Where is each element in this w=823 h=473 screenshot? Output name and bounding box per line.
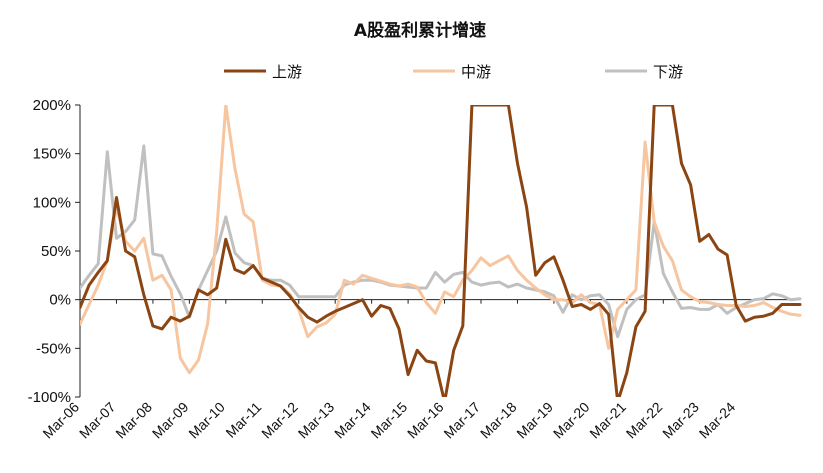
legend-label: 下游 [653, 63, 683, 81]
x-tick-label: Mar-07 [76, 399, 119, 442]
x-tick-label: Mar-13 [295, 399, 338, 442]
x-tick-label: Mar-08 [112, 399, 155, 442]
series-layer [80, 105, 802, 397]
y-axis: 200% 150% 100% 50% 0% -50% -100% [28, 97, 81, 406]
y-tick-label: 0% [49, 292, 71, 309]
x-tick-label: Mar-20 [550, 399, 593, 442]
x-tick-label: Mar-17 [440, 399, 483, 442]
y-tick-label: -50% [36, 340, 71, 357]
y-tick-label: 150% [33, 146, 71, 163]
x-tick-label: Mar-14 [331, 399, 374, 442]
chart-title: A股盈利累计增速 [354, 20, 486, 41]
x-tick-label: Mar-19 [513, 399, 556, 442]
x-tick-label: Mar-09 [149, 399, 192, 442]
x-tick-label: Mar-15 [368, 399, 411, 442]
series-line-下游 [80, 144, 802, 339]
x-tick-label: Mar-18 [477, 399, 520, 442]
legend-label: 上游 [272, 63, 302, 81]
y-tick-label: 100% [33, 194, 71, 211]
series-line-上游 [80, 105, 802, 397]
x-axis: Mar-06Mar-07Mar-08Mar-09Mar-10Mar-11Mar-… [39, 299, 800, 442]
y-tick-label: -100% [28, 389, 71, 406]
legend: 上游 中游 下游 [224, 63, 683, 81]
y-tick-label: 50% [41, 243, 71, 260]
x-tick-label: Mar-11 [222, 399, 264, 441]
x-tick-label: Mar-10 [185, 399, 228, 442]
legend-label: 中游 [461, 63, 491, 81]
x-tick-label: Mar-23 [659, 399, 702, 442]
x-tick-label: Mar-22 [623, 399, 666, 442]
series-line-中游 [80, 105, 802, 375]
x-tick-label: Mar-16 [404, 399, 447, 442]
x-tick-label: Mar-12 [258, 399, 301, 442]
x-tick-label: Mar-21 [586, 399, 629, 442]
y-tick-label: 200% [33, 97, 71, 114]
x-tick-label: Mar-24 [696, 399, 739, 442]
